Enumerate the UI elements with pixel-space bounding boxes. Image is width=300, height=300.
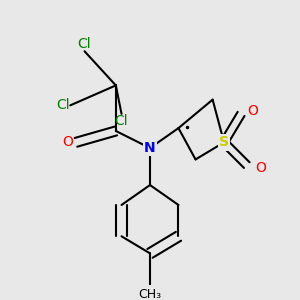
Text: O: O <box>247 104 258 118</box>
Text: S: S <box>219 135 229 149</box>
Text: O: O <box>62 135 73 149</box>
Text: Cl: Cl <box>57 98 70 112</box>
Text: Cl: Cl <box>78 37 91 51</box>
Text: O: O <box>255 161 266 175</box>
Text: Cl: Cl <box>115 114 128 128</box>
Text: CH₃: CH₃ <box>138 287 162 300</box>
Text: N: N <box>144 141 156 155</box>
